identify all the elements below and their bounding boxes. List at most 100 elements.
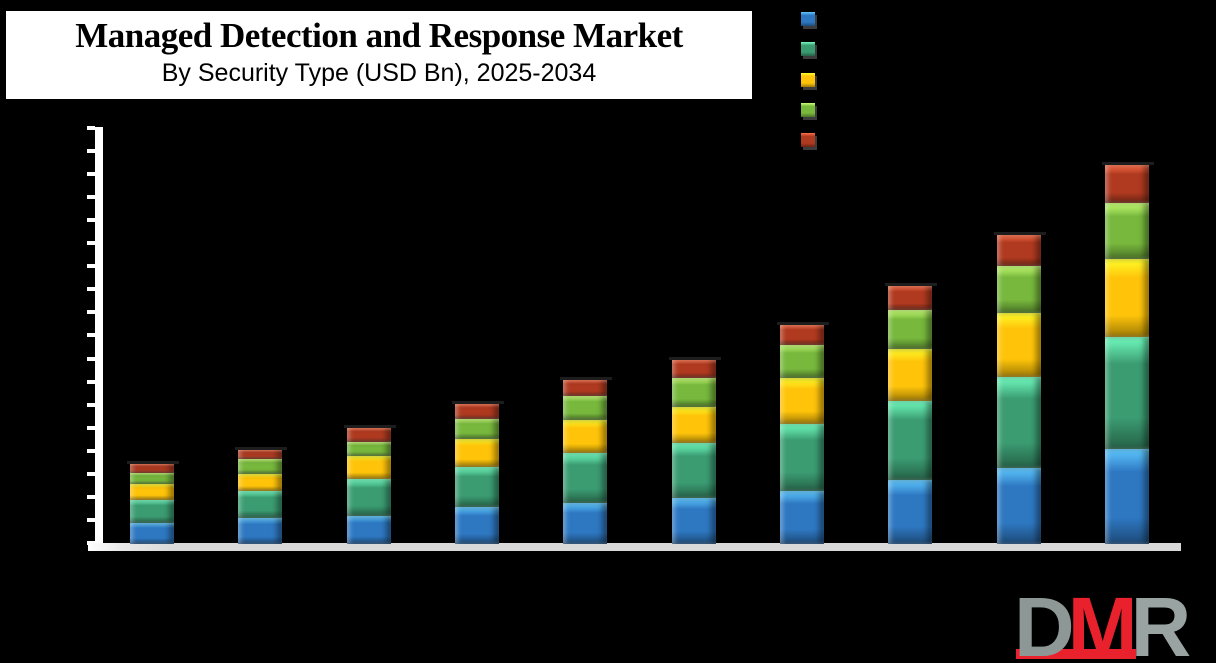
y-axis-tick [87, 125, 95, 130]
bar-top-edge [668, 356, 721, 360]
bar-segment-series-5-2034 [1105, 165, 1150, 203]
bar-segment-series-1-2026 [238, 518, 283, 544]
bar-segment-series-1-2034 [1105, 449, 1150, 544]
stacked-bar-2033 [993, 232, 1046, 544]
bar-segment-series-5-2033 [996, 235, 1041, 267]
x-axis-floor [88, 543, 1181, 551]
bar-segment-series-2-2032 [888, 401, 933, 481]
bar-segment-series-5-2029 [563, 379, 608, 397]
bar-segment-series-3-2031 [780, 378, 825, 425]
y-axis-tick [87, 402, 95, 407]
legend-swatch-series-1 [801, 12, 815, 26]
bar-segment-series-5-2028 [455, 403, 500, 419]
bar-top-edge [343, 424, 396, 428]
bar-segment-series-5-2026 [238, 449, 283, 460]
chart-title: Managed Detection and Response Market [75, 16, 683, 55]
bar-segment-series-5-2032 [888, 285, 933, 310]
bar-segment-series-3-2030 [671, 406, 716, 444]
y-axis-tick [87, 172, 95, 177]
bar-segment-series-1-2025 [130, 522, 174, 544]
bar-segment-series-1-2028 [455, 507, 500, 544]
bar-segment-series-5-2025 [130, 463, 174, 474]
stacked-bar-2034 [1102, 162, 1155, 544]
y-axis-tick [87, 356, 95, 361]
y-axis-tick [87, 195, 95, 200]
bar-segment-series-4-2033 [996, 266, 1041, 314]
logo-letter-D: D [1014, 580, 1075, 663]
bar-segment-series-5-2031 [780, 324, 825, 345]
y-axis-tick [87, 310, 95, 315]
bar-top-edge [993, 232, 1046, 236]
bar-segment-series-1-2033 [996, 468, 1041, 544]
y-axis-tick [87, 218, 95, 223]
y-axis-tick [87, 241, 95, 246]
stacked-bar-2030 [668, 356, 721, 544]
bar-segment-series-2-2034 [1105, 336, 1150, 450]
bar-top-edge [1102, 162, 1155, 166]
y-axis-tick [87, 471, 95, 476]
bar-segment-series-5-2027 [346, 427, 391, 442]
stacked-bar-2032 [885, 282, 938, 544]
legend-swatch-series-5 [801, 133, 815, 148]
bar-segment-series-4-2034 [1105, 202, 1150, 260]
bar-segment-series-1-2029 [563, 502, 608, 544]
y-axis-tick [87, 287, 95, 292]
stacked-bar-2031 [777, 321, 830, 544]
logo-accent-bar [1016, 649, 1136, 659]
bar-top-edge [127, 460, 179, 464]
logo-letter-M: M [1067, 580, 1138, 663]
bar-segment-series-4-2031 [780, 344, 825, 379]
y-axis-tick [87, 264, 95, 269]
bar-segment-series-2-2026 [238, 490, 283, 519]
bar-segment-series-2-2025 [130, 499, 174, 523]
legend-swatch-series-2 [801, 42, 815, 57]
bar-segment-series-1-2031 [780, 490, 825, 544]
bar-segment-series-4-2025 [130, 473, 174, 485]
bar-top-edge [777, 321, 830, 325]
y-axis-tick [87, 379, 95, 384]
bar-segment-series-2-2030 [671, 443, 716, 498]
bar-segment-series-3-2028 [455, 438, 500, 468]
y-axis-tick [87, 448, 95, 453]
bar-top-edge [560, 376, 613, 380]
bar-segment-series-3-2026 [238, 473, 283, 491]
stacked-bar-2027 [343, 424, 396, 544]
bar-segment-series-3-2032 [888, 349, 933, 402]
bar-top-edge [235, 446, 288, 450]
bar-segment-series-2-2031 [780, 424, 825, 491]
bar-segment-series-3-2034 [1105, 259, 1150, 337]
bar-segment-series-4-2027 [346, 441, 391, 457]
title-box: Managed Detection and Response Market By… [4, 9, 754, 101]
dmr-logo: DMR [1014, 585, 1214, 663]
bar-segment-series-1-2027 [346, 516, 391, 544]
bar-segment-series-1-2032 [888, 480, 933, 544]
bar-segment-series-3-2025 [130, 484, 174, 500]
bar-segment-series-4-2026 [238, 459, 283, 474]
bar-segment-series-4-2028 [455, 418, 500, 439]
y-axis-tick [87, 333, 95, 338]
stacked-bar-2029 [560, 376, 613, 544]
bar-segment-series-2-2027 [346, 479, 391, 517]
y-axis-tick [87, 494, 95, 499]
legend-swatch-series-3 [801, 72, 815, 87]
bar-segment-series-1-2030 [671, 497, 716, 544]
y-axis-line [95, 127, 103, 551]
stacked-bar-2028 [452, 400, 505, 544]
bar-segment-series-2-2033 [996, 377, 1041, 469]
y-axis-tick [87, 148, 95, 153]
bar-top-edge [452, 400, 505, 404]
stacked-bar-2026 [235, 446, 288, 544]
bar-segment-series-3-2029 [563, 420, 608, 453]
bar-segment-series-5-2030 [671, 359, 716, 379]
bar-segment-series-4-2030 [671, 378, 716, 407]
bar-top-edge [885, 282, 938, 286]
logo-letter-R: R [1130, 580, 1192, 663]
bar-segment-series-3-2027 [346, 456, 391, 480]
bar-segment-series-3-2033 [996, 313, 1041, 378]
bar-segment-series-2-2029 [563, 452, 608, 503]
stacked-bar-2025 [127, 460, 179, 544]
chart-subtitle: By Security Type (USD Bn), 2025-2034 [161, 59, 597, 87]
bar-segment-series-4-2032 [888, 309, 933, 350]
y-axis-tick [87, 517, 95, 522]
